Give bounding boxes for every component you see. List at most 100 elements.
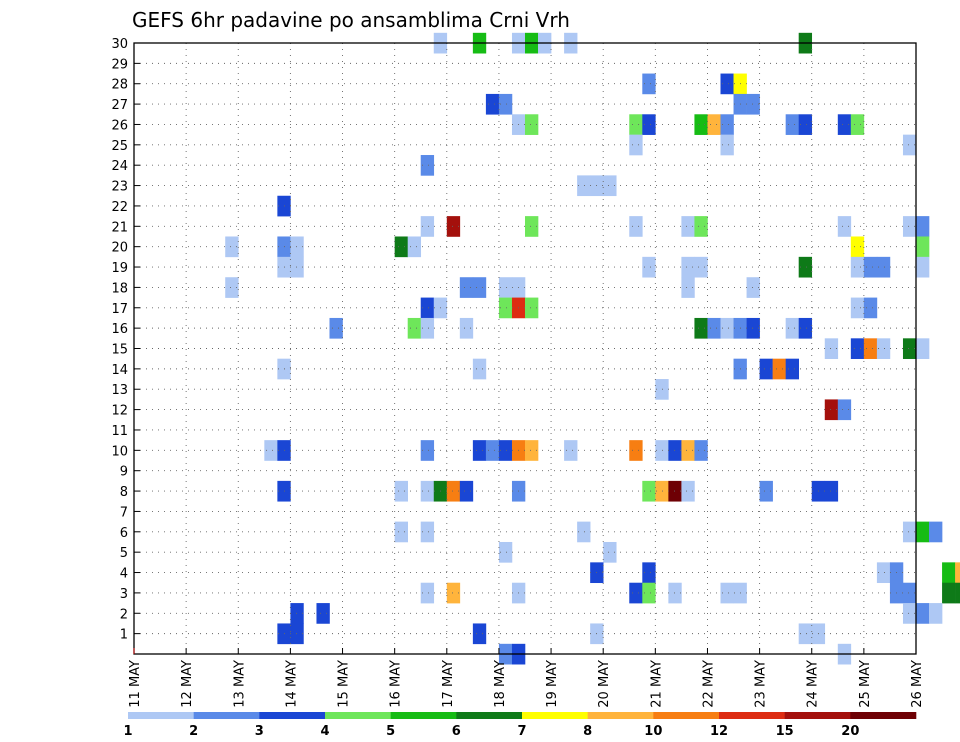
cell-45	[394, 236, 408, 258]
cell-139	[942, 562, 956, 584]
cell-152	[955, 582, 960, 604]
cell-110	[668, 440, 682, 461]
legend-label: 5	[386, 724, 395, 739]
y-tick-label: 27	[111, 98, 128, 113]
legend-swatch	[390, 712, 457, 719]
cell-21	[785, 114, 799, 135]
cell-140	[955, 562, 960, 584]
cell-145	[642, 582, 656, 604]
y-tick-label: 24	[111, 159, 128, 174]
cell-122	[668, 480, 682, 502]
x-axis: 11 MAY 12 MAY 13 MAY 14 MAY 15 MAY 16 MAY 17 M…	[128, 648, 925, 708]
cell-96	[655, 379, 669, 400]
cell-99	[264, 440, 278, 461]
legend-label: 4	[320, 724, 329, 739]
y-tick-label: 28	[111, 78, 128, 93]
legend-swatch	[522, 712, 588, 719]
legend-swatch	[784, 712, 851, 719]
cell-137	[876, 562, 891, 584]
cell-38	[694, 216, 708, 237]
cell-141	[420, 582, 435, 604]
cell-46	[407, 236, 422, 258]
y-tick-label: 29	[111, 57, 128, 72]
cell-84	[824, 338, 839, 359]
cell-19	[707, 114, 721, 135]
y-tick-label: 30	[111, 37, 128, 52]
cell-88	[902, 338, 917, 359]
cell-126	[824, 480, 839, 502]
x-tick-label: 24 MAY	[806, 660, 821, 708]
cell-59	[225, 277, 239, 298]
cell-129	[577, 521, 591, 543]
x-tick-label: 22 MAY	[701, 660, 716, 708]
x-tick-label: 18 MAY	[493, 660, 508, 708]
cell-62	[498, 277, 513, 298]
x-tick-label: 25 MAY	[858, 660, 873, 708]
cell-37	[681, 216, 695, 237]
cell-72	[863, 297, 878, 319]
cell-23	[837, 114, 852, 135]
cell-108	[629, 440, 643, 461]
grid-layer	[134, 42, 916, 654]
cell-25	[629, 134, 643, 156]
cell-40	[902, 216, 917, 237]
x-tick-label: 26 MAY	[910, 660, 925, 708]
cell-68	[498, 297, 513, 319]
cell-51	[642, 256, 656, 278]
x-tick-label: 21 MAY	[649, 660, 664, 708]
cell-106	[525, 440, 539, 461]
legend-label: 12	[710, 724, 728, 739]
cell-144	[629, 582, 643, 604]
legend-label: 2	[189, 724, 198, 739]
cell-77	[694, 317, 708, 339]
cell-11	[498, 93, 513, 115]
legend-label: 10	[644, 724, 662, 739]
cell-118	[459, 480, 474, 502]
cell-54	[798, 256, 813, 278]
cell-132	[929, 521, 943, 543]
x-tick-label: 23 MAY	[754, 660, 769, 708]
cell-57	[876, 256, 891, 278]
chart-title: GEFS 6hr padavine po ansamblima Crni Vrh	[132, 8, 570, 32]
cell-76	[459, 317, 474, 339]
legend-label: 8	[583, 724, 592, 739]
cell-127	[394, 521, 408, 543]
y-tick-label: 23	[111, 180, 128, 195]
y-tick-label: 7	[120, 505, 128, 520]
cell-27	[902, 134, 917, 156]
cell-117	[446, 480, 461, 502]
cell-85	[850, 338, 865, 359]
y-tick-label: 6	[120, 526, 128, 541]
y-tick-label: 1	[120, 628, 128, 643]
cell-95	[785, 358, 799, 380]
cell-61	[472, 277, 487, 298]
legend-label: 6	[452, 724, 461, 739]
y-tick-label: 13	[111, 383, 128, 398]
cell-41	[916, 216, 930, 237]
cell-83	[798, 317, 813, 339]
cell-82	[785, 317, 799, 339]
cell-34	[446, 216, 461, 237]
cell-75	[420, 317, 435, 339]
cell-86	[863, 338, 878, 359]
cell-60	[459, 277, 474, 298]
y-tick-label: 2	[120, 607, 128, 622]
cell-114	[394, 480, 408, 502]
cell-7	[642, 73, 656, 95]
cell-156	[916, 603, 930, 624]
cell-142	[446, 582, 461, 604]
cell-133	[498, 541, 513, 563]
x-tick-label: 13 MAY	[232, 660, 247, 708]
cell-36	[629, 216, 643, 237]
cell-124	[759, 480, 773, 502]
cell-15	[525, 114, 539, 135]
cell-48	[916, 236, 930, 258]
cell-131	[916, 521, 930, 543]
x-tick-label: 12 MAY	[180, 660, 195, 708]
cell-8	[720, 73, 734, 95]
cell-109	[655, 440, 669, 461]
cell-155	[902, 603, 917, 624]
cell-18	[694, 114, 708, 135]
cell-150	[902, 582, 917, 604]
cell-130	[902, 521, 917, 543]
